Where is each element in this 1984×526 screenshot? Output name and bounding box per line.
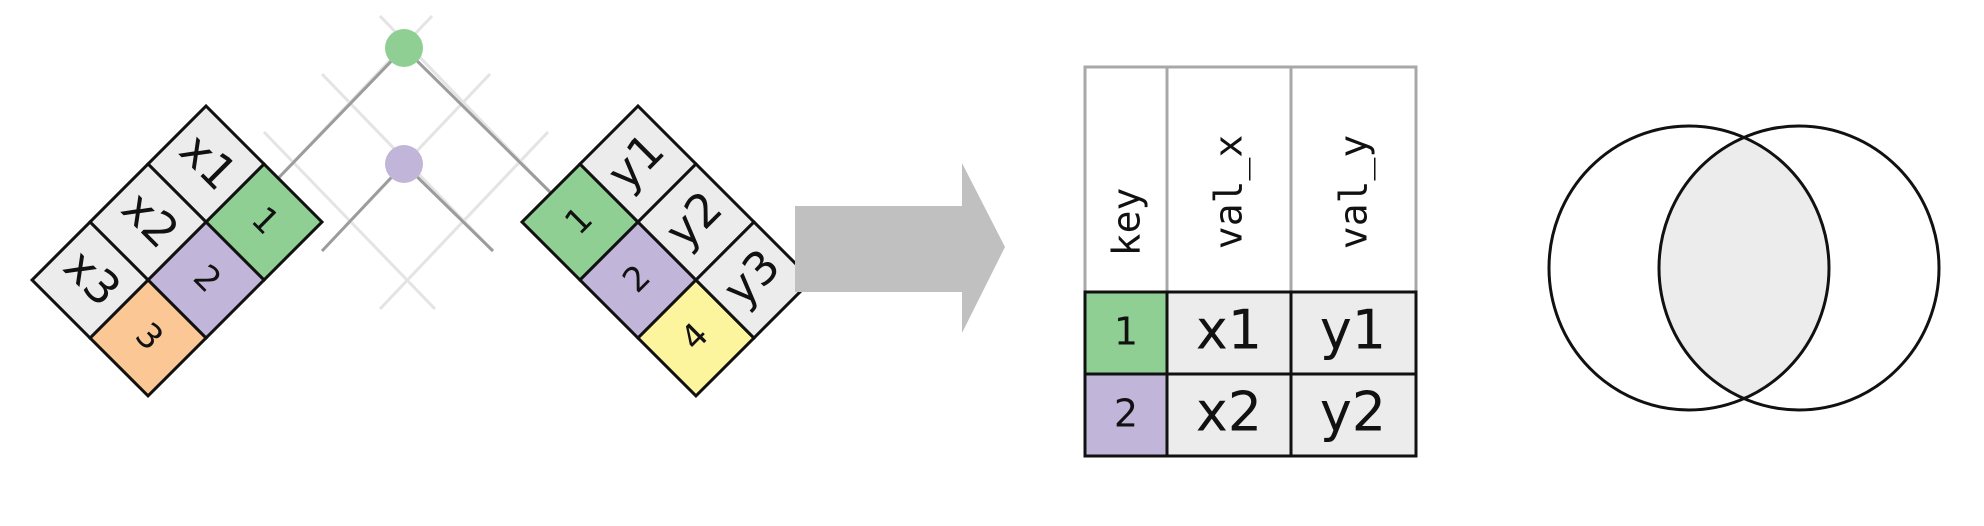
result-val-y-label: y1 xyxy=(1320,299,1386,362)
venn-right-circle xyxy=(1657,124,1941,412)
result-key-cell xyxy=(1083,372,1169,458)
result-row: 2 x2 y2 xyxy=(1083,372,1418,458)
venn-left-circle xyxy=(1547,124,1831,412)
result-row: 1 x1 y1 xyxy=(1083,290,1418,376)
result-header: key val_x val_y xyxy=(1083,65,1418,294)
result-header-cell xyxy=(1165,65,1293,294)
result-header-cell xyxy=(1289,65,1418,294)
table-x: 1 x1 2 x2 3 x3 xyxy=(29,103,325,399)
result-header-val-y: val_y xyxy=(1332,135,1377,249)
table-y: 1 y1 2 y2 4 y3 xyxy=(519,103,815,399)
result-value-cell xyxy=(1289,372,1418,458)
venn-intersection xyxy=(1659,126,1829,410)
table-y-value-cell xyxy=(693,219,815,341)
result-val-y-label: y2 xyxy=(1320,381,1386,444)
result-key-label: 1 xyxy=(1114,310,1138,354)
result-header-cell xyxy=(1083,65,1169,294)
arrow-right-icon xyxy=(795,163,1005,333)
result-header-val-x: val_x xyxy=(1207,135,1252,249)
result-header-key: key xyxy=(1105,188,1149,257)
result-table: key val_x val_y 1 x1 y1 2 x2 y2 xyxy=(1083,65,1418,458)
table-y-row: 4 y3 xyxy=(635,219,815,399)
result-value-cell xyxy=(1289,290,1418,376)
result-value-cell xyxy=(1165,372,1293,458)
table-x-row: 3 x3 xyxy=(29,219,209,399)
result-key-label: 2 xyxy=(1114,392,1138,436)
result-val-x-label: x1 xyxy=(1196,299,1262,362)
venn-diagram xyxy=(1547,124,1941,412)
table-x-value-cell xyxy=(29,219,151,341)
match-dot-key-1 xyxy=(385,29,423,67)
match-dot-key-2 xyxy=(385,145,423,183)
result-val-x-label: x2 xyxy=(1196,381,1262,444)
